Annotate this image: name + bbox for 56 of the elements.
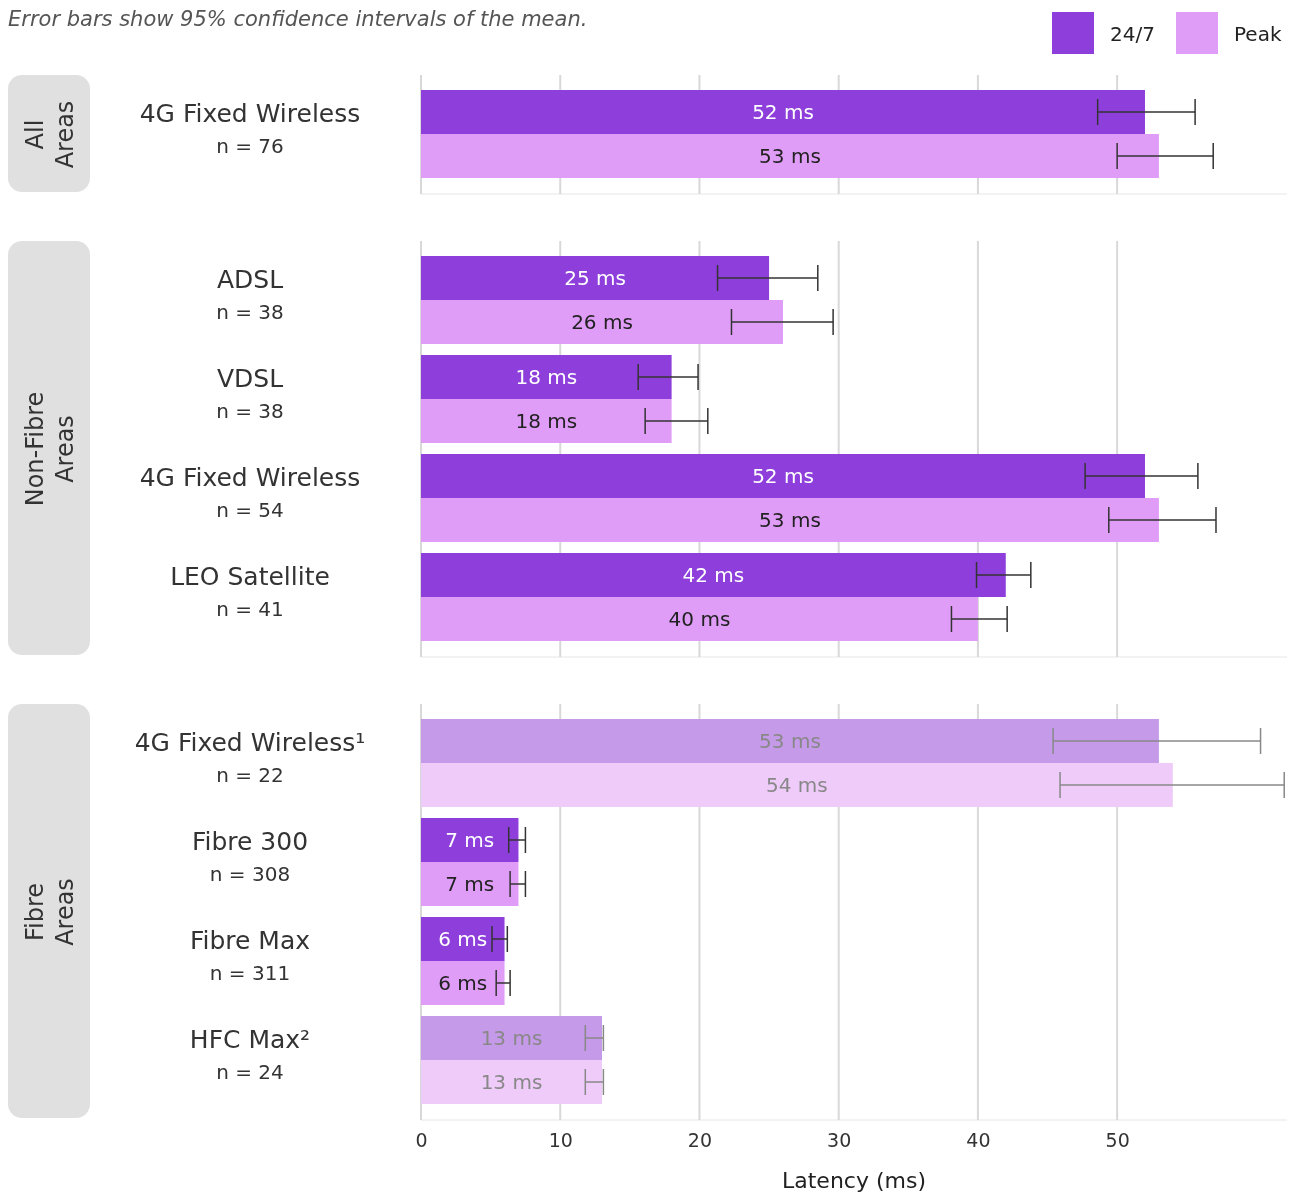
data-label: 7 ms bbox=[445, 872, 495, 896]
y-tick-label: ADSL n = 38 bbox=[216, 265, 284, 324]
bar bbox=[421, 553, 1006, 597]
data-label: 54 ms bbox=[766, 773, 828, 797]
legend-label: 24/7 bbox=[1110, 22, 1155, 46]
bar bbox=[421, 719, 1159, 763]
y-tick-label: 4G Fixed Wireless¹ n = 22 bbox=[134, 728, 366, 787]
x-tick-label: 20 bbox=[687, 1129, 713, 1152]
bar bbox=[421, 300, 783, 344]
x-tick-label: 50 bbox=[1105, 1129, 1130, 1152]
data-label: 18 ms bbox=[515, 409, 578, 433]
x-axis-title: Latency (ms) bbox=[781, 1168, 927, 1193]
x-tick-label: 40 bbox=[966, 1129, 991, 1152]
bar bbox=[421, 1016, 602, 1060]
data-label: 6 ms bbox=[438, 927, 488, 951]
bar bbox=[421, 917, 505, 961]
data-label: 53 ms bbox=[759, 508, 821, 532]
y-tick-label: 4G Fixed Wireless n = 54 bbox=[139, 463, 361, 522]
y-tick-label: VDSL n = 38 bbox=[216, 364, 284, 423]
data-label: 18 ms bbox=[515, 365, 578, 389]
x-tick-label: 30 bbox=[827, 1129, 852, 1152]
data-label: 53 ms bbox=[759, 729, 821, 753]
bar bbox=[421, 355, 672, 399]
y-tick-label: Fibre 300 n = 308 bbox=[191, 827, 309, 886]
bar bbox=[421, 454, 1145, 498]
data-label: 13 ms bbox=[480, 1026, 543, 1050]
bar bbox=[421, 256, 770, 300]
bar bbox=[421, 597, 978, 641]
bar bbox=[421, 498, 1159, 542]
bar bbox=[421, 862, 519, 906]
chart-title: Error bars show 95% confidence intervals of the mean. bbox=[8, 7, 588, 31]
data-label: 6 ms bbox=[438, 971, 488, 995]
y-axis-title: All Areas bbox=[21, 100, 79, 169]
bar bbox=[421, 818, 519, 862]
data-label: 7 ms bbox=[445, 828, 495, 852]
y-tick-label: 4G Fixed Wireless n = 76 bbox=[139, 99, 361, 158]
data-label: 25 ms bbox=[564, 266, 626, 290]
y-tick-label: HFC Max² n = 24 bbox=[189, 1025, 311, 1084]
data-label: 42 ms bbox=[682, 563, 745, 587]
data-label: 13 ms bbox=[480, 1070, 543, 1094]
data-label: 52 ms bbox=[752, 464, 814, 488]
x-tick-label: 10 bbox=[548, 1129, 573, 1152]
data-label: 26 ms bbox=[571, 310, 633, 334]
legend-label: Peak bbox=[1234, 22, 1282, 46]
bar bbox=[421, 763, 1173, 807]
y-axis-title: Non-Fibre Areas bbox=[21, 391, 79, 507]
x-tick-label: 0 bbox=[415, 1129, 428, 1152]
bar bbox=[421, 399, 672, 443]
y-axis-title: Fibre Areas bbox=[21, 878, 79, 946]
y-tick-label: LEO Satellite n = 41 bbox=[170, 562, 330, 621]
data-label: 40 ms bbox=[668, 607, 731, 631]
y-tick-label: Fibre Max n = 311 bbox=[189, 926, 311, 985]
bar bbox=[421, 1060, 602, 1104]
bar bbox=[421, 961, 505, 1005]
data-label: 53 ms bbox=[759, 144, 821, 168]
data-label: 52 ms bbox=[752, 100, 814, 124]
